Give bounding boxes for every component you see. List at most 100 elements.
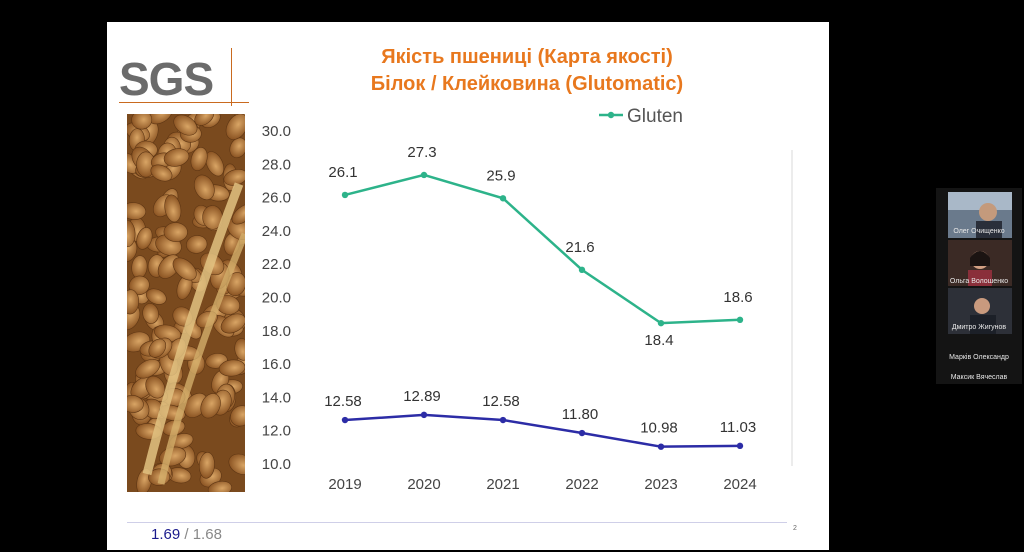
wheat-grain-illustration: [127, 114, 245, 492]
wheat-grain: [186, 235, 208, 254]
wheat-grain: [131, 114, 153, 130]
x-tick-label: 2019: [328, 476, 361, 493]
participant-video-1[interactable]: [948, 192, 1012, 238]
wheat-grain: [173, 114, 198, 136]
person-avatar-icon: [948, 192, 1012, 238]
wheat-grain: [193, 174, 215, 201]
y-tick-label: 14.0: [262, 389, 291, 406]
wheat-grain: [207, 480, 232, 492]
footer-value-a: 1.69: [151, 526, 181, 543]
legend-label-gluten: Gluten: [627, 106, 683, 127]
data-point: [341, 191, 349, 199]
y-axis: 10.0 12.0 14.0 16.0 18.0 20.0 22.0 24.0 26.0 28.0…: [262, 123, 291, 473]
wheat-grain: [127, 395, 144, 413]
y-tick-label: 30.0: [262, 123, 291, 140]
wheat-grain-image: [127, 114, 245, 492]
wheat-grain: [127, 202, 147, 220]
x-tick-label: 2024: [723, 476, 756, 493]
wheat-grain: [136, 227, 153, 250]
data-point: [657, 443, 665, 450]
participant-video-3[interactable]: [948, 288, 1012, 334]
x-tick-label: 2022: [565, 476, 598, 493]
data-label: 26.1: [328, 164, 357, 181]
data-point: [420, 171, 428, 179]
wheat-grain: [228, 453, 245, 475]
series-line-protein: [344, 413, 741, 448]
wheat-grain: [205, 151, 225, 177]
participant-name-4[interactable]: Марків Олександр: [949, 354, 1009, 361]
y-tick-label: 22.0: [262, 256, 291, 273]
wheat-grain: [135, 359, 161, 379]
data-point: [657, 319, 665, 327]
slide-title-line1: Якість пшениці (Карта якості): [381, 46, 673, 68]
page-number: 2: [793, 525, 797, 532]
wheat-grain: [163, 148, 190, 167]
data-point: [499, 195, 507, 202]
y-tick-label: 10.0: [262, 456, 291, 473]
footer-divider: [127, 522, 787, 523]
wheat-grain: [218, 359, 245, 377]
wheat-grain: [220, 313, 245, 334]
presentation-slide: SGS Якість пшениці (Карта якості) Білок …: [107, 22, 829, 550]
footer-value-b: 1.68: [192, 526, 222, 543]
data-label: 12.58: [324, 393, 362, 410]
x-tick-label: 2021: [486, 476, 519, 493]
logo-divider-horizontal: [119, 102, 249, 103]
data-label: 10.98: [640, 420, 678, 437]
wheat-grain: [230, 405, 245, 427]
participant-name-1: Олег Очищенко: [953, 228, 1005, 235]
y-tick-label: 28.0: [262, 156, 291, 173]
participant-name-2: Ольга Волошенко: [949, 278, 1009, 285]
wheat-grain: [127, 289, 140, 315]
data-point: [736, 316, 744, 324]
wheat-grain: [127, 219, 136, 247]
chart-legend: Gluten: [599, 106, 683, 127]
data-point: [341, 416, 349, 424]
logo-divider-vertical: [231, 48, 232, 106]
wheat-grain: [164, 194, 182, 223]
wheat-grain: [172, 257, 197, 281]
data-point: [499, 416, 507, 424]
data-point: [736, 442, 744, 450]
data-label: 11.80: [562, 406, 598, 423]
y-tick-label: 24.0: [262, 223, 291, 240]
data-label: 11.03: [720, 419, 756, 436]
participant-name-5[interactable]: Максик Вячеслав: [950, 374, 1008, 381]
wheat-grain: [190, 147, 208, 171]
wheat-grain: [229, 137, 245, 159]
footer-separator: /: [184, 526, 189, 543]
participant-video-2[interactable]: [948, 240, 1012, 286]
y-tick-label: 12.0: [262, 423, 291, 440]
slide-title: Якість пшениці (Карта якості) Білок / Кл…: [327, 44, 727, 98]
data-label: 18.4: [644, 332, 673, 349]
wheat-grain: [142, 303, 159, 324]
footer-values: 1.69 / 1.68: [151, 526, 222, 543]
data-label: 18.6: [723, 289, 752, 306]
person-avatar-icon: [948, 240, 1012, 286]
wheat-grain: [148, 338, 167, 358]
wheat-grain: [198, 452, 215, 479]
y-tick-label: 16.0: [262, 356, 291, 373]
y-tick-label: 26.0: [262, 190, 291, 207]
data-point: [578, 266, 586, 274]
wheat-grain: [128, 275, 150, 296]
person-avatar-icon: [948, 288, 1012, 334]
wheat-grain: [145, 288, 167, 305]
wheat-grain: [163, 222, 188, 242]
wheat-grain: [200, 393, 221, 419]
data-label: 12.89: [403, 388, 441, 405]
x-tick-label: 2020: [407, 476, 440, 493]
participant-name-3: Дмитро Жигунов: [951, 324, 1007, 331]
wheat-grain: [150, 164, 173, 182]
x-axis: 2019 2020 2021 2022 2023 2024: [328, 476, 756, 493]
participants-panel: Олег Очищенко Ольга Волошенко Дмитро Жиг…: [936, 188, 1022, 384]
series-line-gluten: [344, 173, 741, 325]
data-label: 21.6: [565, 239, 594, 256]
y-tick-label: 20.0: [262, 290, 291, 307]
slide-title-line2: Білок / Клейковина (Glutomatic): [370, 73, 684, 95]
wheat-grain: [231, 203, 245, 225]
data-label: 27.3: [407, 144, 436, 161]
x-tick-label: 2023: [644, 476, 677, 493]
wheat-grain: [225, 114, 245, 140]
data-label: 12.58: [482, 393, 520, 410]
